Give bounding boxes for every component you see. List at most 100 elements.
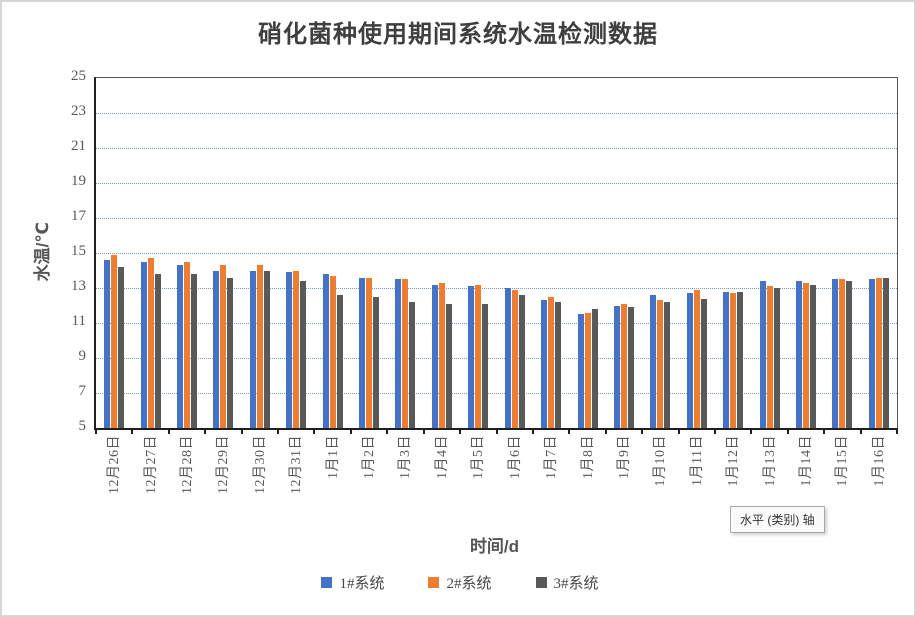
bar-2#系统-1月11日[interactable] — [693, 289, 700, 428]
bar-2#系统-1月12日[interactable] — [730, 293, 737, 428]
y-axis-title[interactable]: 水温/℃ — [33, 222, 52, 282]
x-category-label[interactable]: 1月2日 — [362, 435, 378, 479]
bar-1#系统-12月26日[interactable] — [104, 260, 111, 428]
legend-label: 3#系统 — [553, 576, 599, 592]
bar-1#系统-1月16日[interactable] — [868, 279, 875, 428]
bar-1#系统-1月3日[interactable] — [395, 279, 402, 428]
bar-2#系统-1月1日[interactable] — [329, 275, 336, 428]
bar-3#系统-1月12日[interactable] — [737, 291, 744, 428]
bar-2#系统-1月7日[interactable] — [548, 296, 555, 428]
bar-3#系统-12月28日[interactable] — [191, 274, 198, 428]
bar-1#系统-1月10日[interactable] — [650, 295, 657, 428]
bar-3#系统-1月9日[interactable] — [627, 307, 634, 428]
bar-3#系统-1月6日[interactable] — [518, 295, 525, 428]
bar-1#系统-12月28日[interactable] — [177, 265, 184, 428]
bar-3#系统-1月13日[interactable] — [773, 288, 780, 428]
bar-3#系统-1月3日[interactable] — [409, 302, 416, 428]
bar-3#系统-1月15日[interactable] — [846, 281, 853, 428]
x-tick-mark — [677, 428, 680, 434]
bar-1#系统-1月12日[interactable] — [723, 291, 730, 428]
x-category-label[interactable]: 1月11日 — [689, 435, 705, 486]
legend-swatch-icon — [428, 577, 440, 588]
x-category-label[interactable]: 12月29日 — [216, 435, 232, 494]
bar-2#系统-1月8日[interactable] — [584, 312, 591, 428]
x-category-label[interactable]: 1月15日 — [835, 435, 851, 487]
bar-3#系统-1月2日[interactable] — [373, 296, 380, 428]
bar-1#系统-1月9日[interactable] — [613, 305, 620, 428]
bar-1#系统-1月15日[interactable] — [832, 279, 839, 428]
legend-item-1#系统[interactable]: 1#系统 — [321, 572, 384, 593]
x-category-label[interactable]: 1月16日 — [871, 435, 887, 487]
bar-3#系统-1月11日[interactable] — [700, 298, 707, 428]
bar-2#系统-1月5日[interactable] — [475, 284, 482, 428]
bar-1#系统-12月31日[interactable] — [286, 272, 293, 428]
bar-2#系统-1月3日[interactable] — [402, 279, 409, 428]
bar-1#系统-1月5日[interactable] — [468, 286, 475, 428]
bar-2#系统-1月14日[interactable] — [802, 282, 809, 428]
bar-3#系统-12月26日[interactable] — [118, 267, 125, 428]
bar-1#系统-12月30日[interactable] — [249, 270, 256, 428]
bar-2#系统-12月31日[interactable] — [293, 270, 300, 428]
bar-2#系统-1月13日[interactable] — [766, 286, 773, 428]
bar-3#系统-12月27日[interactable] — [154, 274, 161, 428]
bar-1#系统-1月7日[interactable] — [541, 300, 548, 428]
x-category-label[interactable]: 12月26日 — [107, 435, 123, 494]
bar-3#系统-12月31日[interactable] — [300, 281, 307, 428]
y-tick-label: 7 — [78, 383, 87, 399]
bar-2#系统-1月15日[interactable] — [839, 279, 846, 428]
legend-item-2#系统[interactable]: 2#系统 — [428, 572, 492, 593]
bar-3#系统-1月8日[interactable] — [591, 309, 598, 428]
x-category-label[interactable]: 12月30日 — [252, 435, 268, 494]
bar-2#系统-12月26日[interactable] — [111, 254, 118, 428]
bar-1#系统-1月14日[interactable] — [795, 281, 802, 428]
x-category-label[interactable]: 1月6日 — [507, 435, 523, 479]
bar-1#系统-1月4日[interactable] — [431, 284, 438, 428]
x-category-label[interactable]: 1月3日 — [398, 435, 414, 479]
bar-1#系统-12月29日[interactable] — [213, 270, 220, 428]
x-category-label[interactable]: 1月1日 — [325, 435, 341, 479]
bar-2#系统-12月29日[interactable] — [220, 265, 227, 428]
bar-2#系统-12月30日[interactable] — [256, 265, 263, 428]
bar-1#系统-1月13日[interactable] — [759, 281, 766, 428]
bar-2#系统-1月9日[interactable] — [620, 303, 627, 428]
bar-2#系统-1月10日[interactable] — [657, 300, 664, 428]
bar-2#系统-12月27日[interactable] — [147, 258, 154, 428]
bar-3#系统-1月10日[interactable] — [664, 302, 671, 428]
bar-2#系统-1月16日[interactable] — [875, 277, 882, 428]
bar-1#系统-1月6日[interactable] — [504, 288, 511, 428]
y-tick-label: 25 — [71, 68, 86, 84]
x-category-label[interactable]: 1月5日 — [471, 435, 487, 479]
legend-swatch-icon — [321, 577, 333, 588]
bar-3#系统-1月1日[interactable] — [336, 295, 343, 428]
bar-3#系统-1月4日[interactable] — [445, 303, 452, 428]
bar-2#系统-12月28日[interactable] — [184, 261, 191, 428]
x-category-label[interactable]: 1月4日 — [434, 435, 450, 479]
bar-group — [96, 78, 132, 428]
bar-2#系统-1月4日[interactable] — [438, 282, 445, 428]
bar-3#系统-1月16日[interactable] — [882, 277, 889, 428]
bar-2#系统-1月2日[interactable] — [366, 277, 373, 428]
bar-3#系统-12月30日[interactable] — [263, 270, 270, 428]
bar-2#系统-1月6日[interactable] — [511, 289, 518, 428]
bar-1#系统-1月2日[interactable] — [359, 277, 366, 428]
bar-1#系统-1月1日[interactable] — [322, 274, 329, 428]
bar-3#系统-12月29日[interactable] — [227, 277, 234, 428]
x-category-label[interactable]: 12月28日 — [180, 435, 196, 494]
legend-item-3#系统[interactable]: 3#系统 — [535, 572, 599, 593]
y-tick-label: 13 — [71, 278, 86, 294]
x-tick-mark — [641, 428, 644, 434]
bar-3#系统-1月14日[interactable] — [809, 284, 816, 428]
bar-1#系统-1月8日[interactable] — [577, 314, 584, 428]
x-category-label[interactable]: 1月8日 — [580, 435, 596, 479]
bar-1#系统-1月11日[interactable] — [686, 293, 693, 428]
bar-3#系统-1月5日[interactable] — [482, 303, 489, 428]
x-category-label[interactable]: 1月9日 — [616, 435, 632, 479]
x-category-label[interactable]: 1月7日 — [544, 435, 560, 479]
chart-title[interactable]: 硝化菌种使用期间系统水温检测数据 — [258, 22, 658, 48]
x-axis-title[interactable]: 时间/d — [469, 537, 520, 556]
bar-3#系统-1月7日[interactable] — [555, 302, 562, 428]
x-category-label[interactable]: 1月10日 — [653, 435, 669, 487]
bar-1#系统-12月27日[interactable] — [140, 261, 147, 428]
x-category-label[interactable]: 12月31日 — [289, 435, 305, 494]
x-category-label[interactable]: 12月27日 — [143, 435, 159, 494]
